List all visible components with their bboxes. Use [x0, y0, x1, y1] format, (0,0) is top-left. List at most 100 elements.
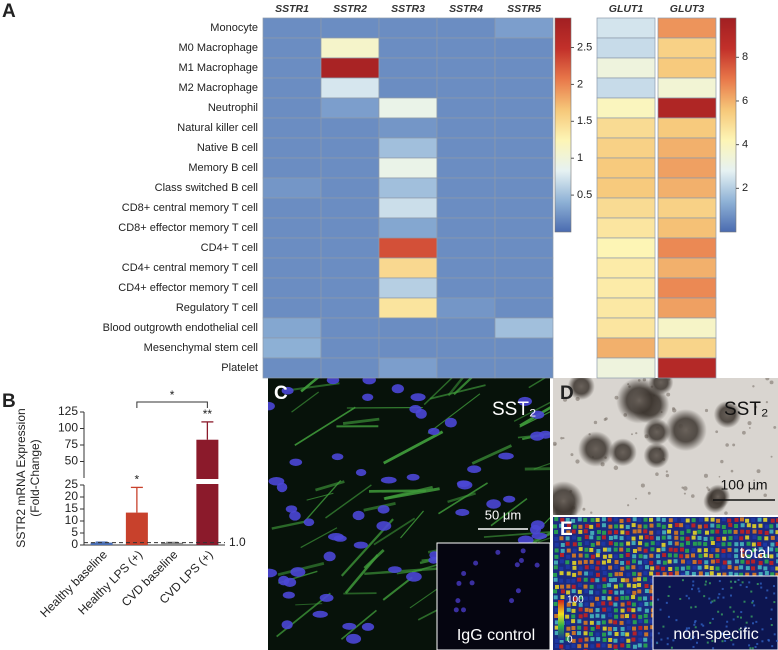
- nucleus: [410, 393, 426, 402]
- cell-blob: [713, 400, 742, 429]
- signal-pixel: [757, 565, 762, 570]
- signal-pixel: [672, 639, 675, 642]
- row-label: Monocyte: [210, 22, 258, 34]
- signal-pixel: [736, 615, 739, 618]
- signal-pixel: [776, 518, 778, 523]
- signal-pixel: [632, 631, 637, 636]
- signal-pixel: [583, 559, 588, 564]
- nucleus: [406, 571, 422, 582]
- speck: [755, 487, 758, 491]
- row-label: Platelet: [221, 362, 258, 374]
- signal-pixel: [656, 523, 661, 528]
- speck: [666, 392, 671, 397]
- signal-pixel: [590, 626, 595, 631]
- heatmap-cell: [320, 357, 380, 379]
- signal-pixel: [650, 584, 655, 589]
- signal-pixel: [757, 542, 762, 547]
- heatmap-cell: [657, 157, 717, 179]
- signal-pixel: [620, 560, 625, 565]
- speck: [681, 486, 684, 489]
- nucleus: [517, 535, 534, 545]
- signal-pixel: [601, 601, 606, 606]
- signal-pixel: [737, 578, 740, 581]
- signal-pixel: [680, 547, 685, 552]
- signal-pixel: [740, 529, 745, 534]
- signal-pixel: [626, 548, 631, 553]
- signal-pixel: [692, 580, 695, 583]
- signal-pixel: [637, 524, 642, 529]
- signal-pixel: [566, 571, 571, 576]
- signal-pixel: [685, 594, 688, 597]
- signal-pixel: [662, 530, 667, 535]
- heatmap-cell: [657, 357, 717, 379]
- signal-pixel: [620, 614, 625, 619]
- signal-pixel: [769, 524, 774, 529]
- signal-pixel: [675, 619, 678, 622]
- heatmap-cell: [436, 217, 496, 239]
- signal-pixel: [770, 617, 773, 620]
- speck: [706, 486, 709, 489]
- signal-pixel: [667, 529, 672, 534]
- signal-pixel: [577, 571, 582, 576]
- heatmap-cell: [657, 177, 717, 199]
- signal-pixel: [690, 606, 693, 609]
- signal-pixel: [760, 586, 763, 589]
- signal-pixel: [745, 621, 748, 624]
- inset-label: IgG control: [457, 627, 535, 644]
- signal-pixel: [643, 577, 648, 582]
- signal-pixel: [729, 606, 732, 609]
- signal-pixel: [704, 560, 709, 565]
- signal-pixel: [572, 548, 577, 553]
- signal-pixel: [752, 548, 757, 553]
- signal-pixel: [649, 553, 654, 558]
- signal-pixel: [613, 638, 618, 643]
- signal-pixel: [727, 542, 732, 547]
- signal-pixel: [667, 559, 672, 564]
- speck: [703, 473, 708, 478]
- signal-pixel: [704, 517, 709, 522]
- nucleus: [518, 557, 524, 563]
- heatmap-cell: [320, 177, 380, 199]
- signal-pixel: [710, 517, 715, 522]
- heatmap-cell: [494, 357, 554, 379]
- signal-pixel: [776, 559, 778, 564]
- signal-pixel: [739, 616, 742, 619]
- signal-pixel: [577, 619, 582, 624]
- heatmap-cell: [494, 97, 554, 119]
- speck: [562, 397, 568, 402]
- signal-pixel: [553, 560, 558, 565]
- nucleus: [352, 510, 365, 521]
- signal-pixel: [583, 529, 588, 534]
- speck: [683, 492, 686, 495]
- signal-pixel: [721, 517, 726, 522]
- signal-pixel: [601, 541, 606, 546]
- signal-pixel: [560, 529, 565, 534]
- signal-pixel: [619, 536, 624, 541]
- nucleus: [362, 393, 374, 401]
- speck: [720, 459, 724, 464]
- row-label: Regulatory T cell: [176, 302, 258, 314]
- signal-pixel: [655, 641, 658, 644]
- speck: [740, 483, 744, 487]
- heatmap-cell: [320, 117, 380, 139]
- heatmap-cell: [596, 177, 656, 199]
- signal-pixel: [694, 620, 697, 623]
- signal-pixel: [729, 580, 732, 583]
- heatmap-cell: [320, 17, 380, 39]
- signal-pixel: [571, 638, 576, 643]
- nucleus: [455, 508, 470, 516]
- fiber: [384, 487, 440, 501]
- heatmap-cell: [262, 197, 322, 219]
- signal-pixel: [565, 517, 570, 522]
- signal-pixel: [613, 626, 618, 631]
- nucleus: [289, 511, 301, 521]
- signal-pixel: [607, 559, 612, 564]
- signal-pixel: [716, 536, 721, 541]
- signal-pixel: [710, 529, 715, 534]
- heatmap-cell: [262, 17, 322, 39]
- signal-pixel: [578, 566, 583, 571]
- signal-pixel: [644, 601, 649, 606]
- signal-pixel: [571, 643, 576, 648]
- signal-pixel: [738, 628, 741, 631]
- heatmap-cell: [494, 117, 554, 139]
